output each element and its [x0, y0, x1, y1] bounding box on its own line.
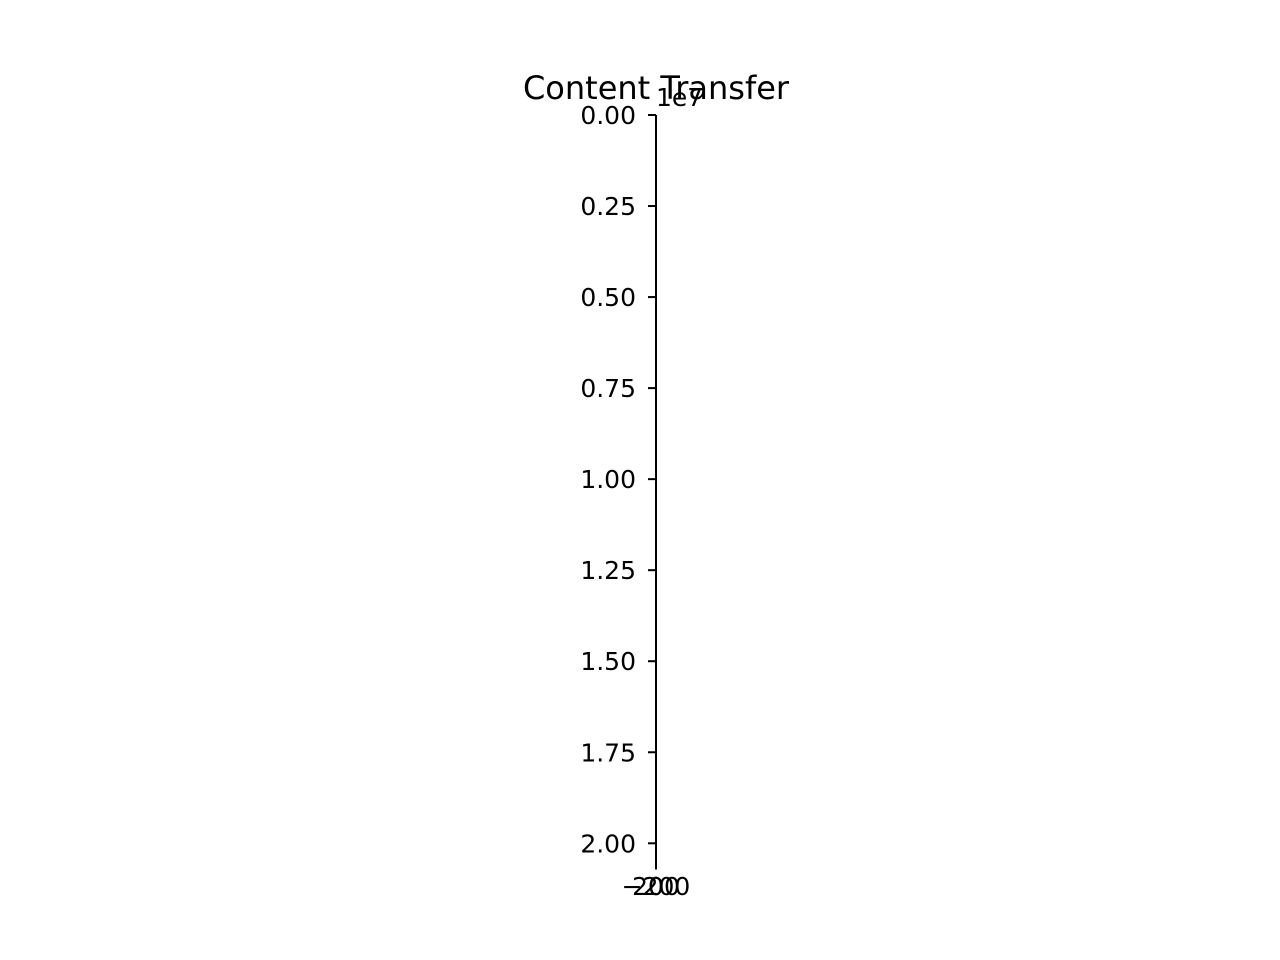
y-tick-label: 1.50 — [580, 647, 636, 676]
y-tick-label: 0.25 — [580, 192, 636, 221]
y-tick-label: 0.50 — [580, 283, 636, 312]
y-tick-label: 0.00 — [580, 101, 636, 130]
y-tick-label: 0.75 — [580, 374, 636, 403]
x-tick-label: 200 — [632, 872, 680, 901]
chart-title: Content Transfer — [523, 69, 790, 107]
y-tick-label: 2.00 — [580, 829, 636, 858]
y-tick-label: 1.00 — [580, 465, 636, 494]
y-tick-label: 1.25 — [580, 556, 636, 585]
x-tick-label: −200 — [622, 872, 691, 901]
y-tick-label: 1.75 — [580, 738, 636, 767]
x-tick-label: 0 — [648, 872, 664, 901]
y-axis-offset-label: 1e7 — [656, 83, 703, 112]
y-axis: 0.00 0.25 0.50 0.75 1.00 1.25 1.50 1.75 2.00 — [580, 101, 657, 863]
